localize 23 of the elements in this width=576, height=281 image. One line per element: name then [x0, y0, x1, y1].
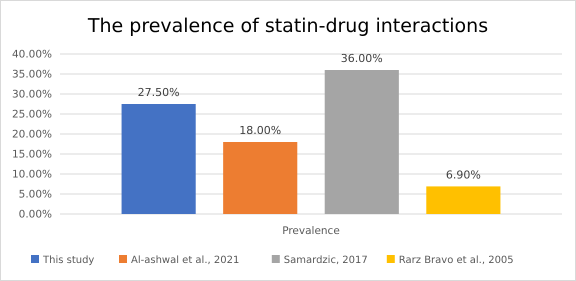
data-label: 27.50% — [138, 86, 180, 99]
bar — [426, 186, 500, 214]
y-tick-label: 20.00% — [12, 128, 52, 141]
bar — [122, 104, 196, 214]
x-tick-label: Prevalence — [282, 225, 340, 237]
data-label: 18.00% — [239, 124, 282, 137]
y-tick-label: 35.00% — [12, 68, 52, 81]
data-label: 36.00% — [340, 52, 383, 65]
y-tick-label: 15.00% — [12, 148, 52, 161]
legend-label: This study — [42, 255, 94, 266]
bar — [324, 70, 399, 214]
y-tick-label: 30.00% — [12, 88, 52, 101]
y-tick-label: 25.00% — [12, 108, 52, 121]
y-tick-label: 40.00% — [12, 48, 52, 61]
y-tick-label: 0.00% — [18, 208, 52, 221]
y-tick-label: 5.00% — [18, 188, 52, 201]
legend-label: Al-ashwal et al., 2021 — [131, 255, 240, 266]
legend-label: Samardzic, 2017 — [284, 255, 368, 266]
data-label: 6.90% — [446, 168, 481, 182]
y-tick-label: 10.00% — [12, 168, 52, 181]
legend-label: Rarz Bravo et al., 2005 — [398, 255, 514, 266]
bar — [223, 142, 298, 214]
chart-title: The prevalence of statin-drug interactions — [86, 15, 488, 37]
